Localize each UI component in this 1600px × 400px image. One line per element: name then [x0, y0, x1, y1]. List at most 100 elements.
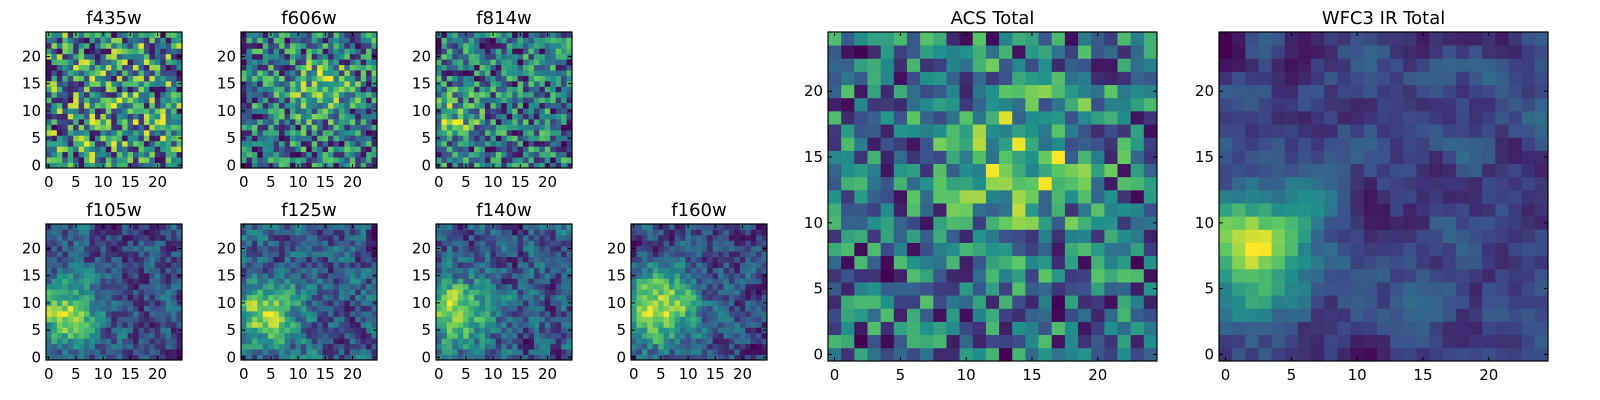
heatmap-cell [436, 97, 442, 104]
heatmap-cell [561, 86, 567, 93]
heatmap-cell [56, 97, 63, 104]
heatmap-cell [920, 347, 934, 362]
heatmap-cell [555, 251, 562, 258]
heatmap-cell [550, 338, 557, 345]
heatmap-cell [284, 262, 291, 268]
heatmap-cell [674, 338, 681, 345]
heatmap-cell [679, 332, 686, 339]
heatmap-cell [344, 102, 351, 109]
heatmap-cell [328, 91, 334, 98]
heatmap-cell [100, 119, 107, 125]
heatmap-cell [46, 305, 52, 312]
heatmap-cell [73, 240, 80, 247]
heatmap-cell [138, 349, 145, 355]
heatmap-cell [539, 349, 546, 355]
heatmap-cell [550, 119, 557, 125]
heatmap-cell [67, 251, 74, 258]
heatmap-cell [89, 251, 96, 258]
heatmap-cell [251, 262, 258, 268]
heatmap-cell [452, 327, 459, 334]
heatmap-cell [366, 327, 372, 334]
heatmap-cell [176, 240, 183, 247]
heatmap-cell [138, 75, 145, 82]
heatmap-cell [84, 146, 90, 153]
heatmap-cell [463, 305, 470, 312]
heatmap-cell [94, 80, 101, 87]
heatmap-cell [89, 53, 96, 60]
heatmap-cell [94, 37, 101, 44]
heatmap-cell [920, 229, 934, 243]
heatmap-cell [539, 32, 546, 38]
heatmap-cell [73, 321, 80, 328]
heatmap-cell [550, 245, 557, 252]
heatmap-cell [171, 80, 177, 87]
heatmap-cell [360, 240, 367, 247]
heatmap-cell [311, 42, 318, 49]
heatmap-cell [360, 224, 367, 230]
heatmap-cell [539, 332, 546, 339]
heatmap-cell [512, 151, 518, 158]
heatmap-cell [284, 251, 291, 258]
heatmap-cell [149, 234, 156, 241]
heatmap-cell [452, 48, 459, 55]
heatmap-cell [690, 316, 697, 323]
heatmap-cell [111, 80, 118, 87]
heatmap-cell [985, 334, 1000, 349]
heatmap-cell [1012, 189, 1026, 204]
heatmap-cell [262, 262, 269, 268]
heatmap-cell [723, 251, 730, 258]
heatmap-cell [718, 267, 724, 274]
heatmap-cell [160, 283, 167, 290]
heatmap-cell [452, 97, 459, 104]
heatmap-cell [739, 234, 746, 241]
heatmap-cell [127, 53, 134, 60]
heatmap-cell [338, 80, 345, 87]
heatmap-cell [893, 216, 908, 230]
heatmap-cell [658, 262, 665, 268]
heatmap-cell [84, 129, 90, 136]
heatmap-cell [317, 289, 323, 296]
heatmap-cell [116, 294, 123, 301]
axes-frame [630, 223, 768, 361]
heatmap-cell [279, 129, 285, 136]
heatmap-cell [51, 86, 58, 93]
heatmap-cell [328, 119, 334, 125]
heatmap-cell [756, 245, 762, 252]
heatmap-cell [171, 305, 177, 312]
heatmap-cell [512, 349, 518, 355]
heatmap-cell [544, 305, 551, 312]
heatmap-cell [176, 75, 183, 82]
heatmap-cell [550, 251, 557, 258]
y-tick-label: 20 [217, 47, 236, 65]
heatmap-cell [295, 59, 302, 66]
heatmap-cell [73, 135, 80, 142]
heatmap-cell [67, 278, 74, 285]
heatmap-cell [295, 48, 302, 55]
heatmap-cell [750, 229, 757, 236]
heatmap-cell [100, 229, 107, 236]
heatmap-cell [555, 305, 562, 312]
heatmap-cell [73, 146, 80, 153]
heatmap-cell [728, 321, 735, 328]
heatmap-cell [338, 42, 345, 49]
heatmap-cell [311, 53, 318, 60]
heatmap-cell [647, 349, 654, 355]
heatmap-cell [517, 151, 524, 158]
heatmap-cell [149, 70, 156, 76]
heatmap-cell [251, 97, 258, 104]
heatmap-cell [154, 272, 161, 279]
heatmap-cell [295, 86, 302, 93]
heatmap-cell [479, 140, 486, 147]
heatmap-cell [550, 327, 557, 334]
heatmap-cell [56, 245, 63, 252]
heatmap-cell [474, 300, 480, 306]
heatmap-cell [349, 321, 356, 328]
heatmap-cell [338, 124, 345, 131]
heatmap-cell [311, 262, 318, 268]
heatmap-cell [154, 256, 161, 263]
heatmap-cell [51, 75, 58, 82]
heatmap-cell [457, 338, 464, 345]
heatmap-cell [468, 332, 475, 339]
heatmap-cell [317, 135, 323, 142]
heatmap-cell [246, 229, 253, 236]
